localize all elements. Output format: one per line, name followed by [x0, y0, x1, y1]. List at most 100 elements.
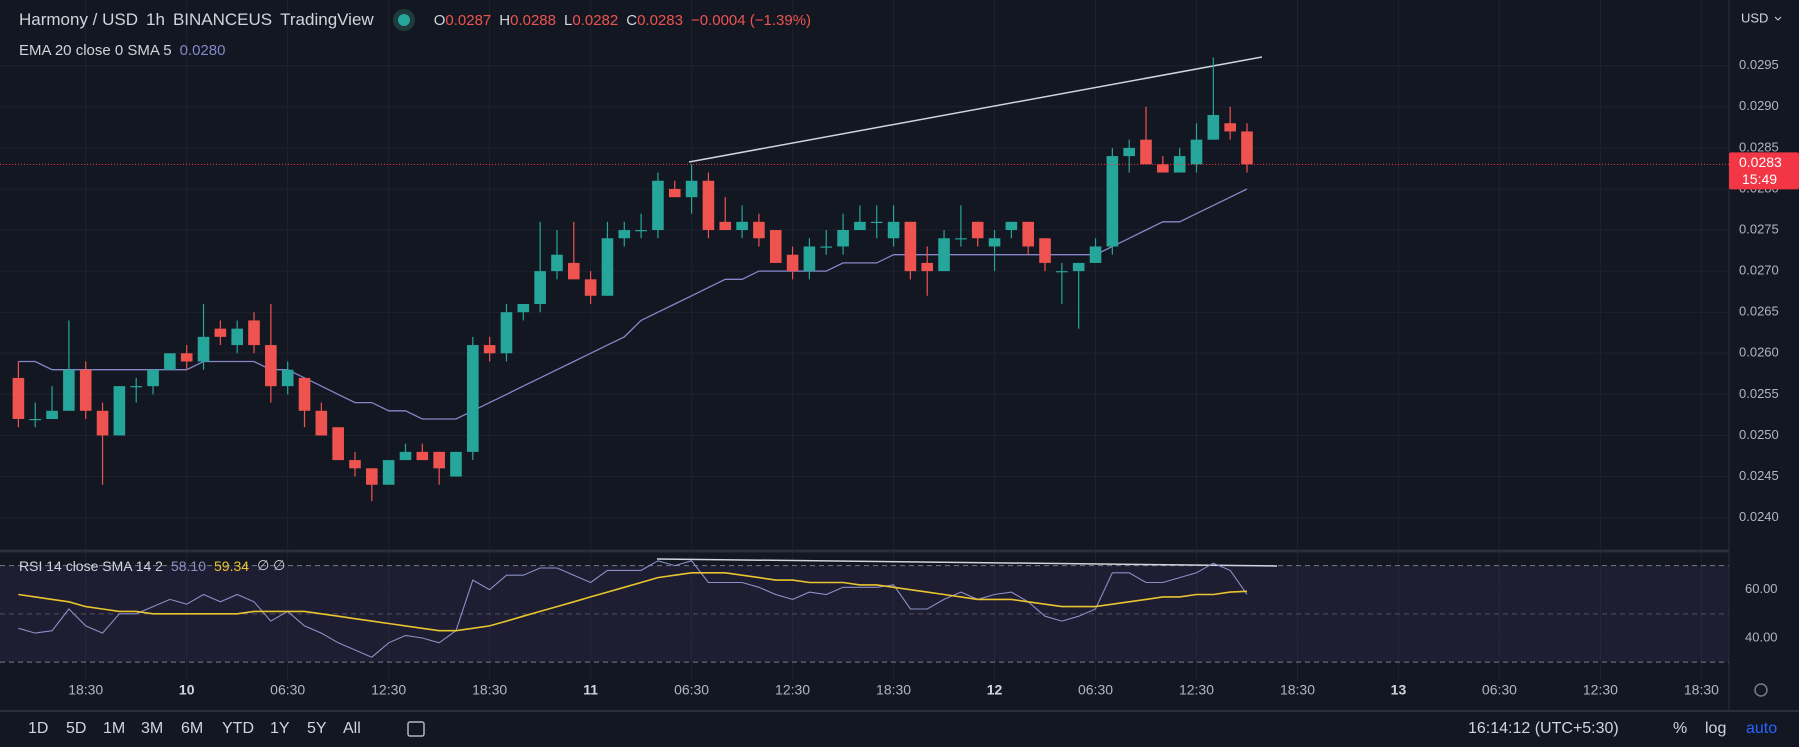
candle-body	[652, 180, 664, 231]
ohlc-item: L0.0282	[564, 12, 618, 29]
candle-body	[147, 369, 159, 387]
candle-body	[500, 312, 513, 354]
rsi-legend: RSI 14 close SMA 14 2 58.10 59.34 ∅ ∅	[19, 557, 285, 574]
ohlc-item: O0.0287	[434, 12, 492, 29]
range-button[interactable]: 1Y	[270, 720, 290, 737]
candle-body	[702, 180, 715, 231]
y-tick-label: 0.0285	[1739, 139, 1779, 154]
x-tick-label: 12:30	[775, 682, 810, 698]
range-button[interactable]: 5Y	[307, 720, 327, 737]
candle-body	[467, 345, 479, 452]
x-tick-label: 06:30	[1482, 682, 1517, 698]
ohlc-value: 0.0282	[572, 11, 619, 29]
candle-body	[601, 238, 614, 296]
candle-body	[769, 230, 782, 263]
ohlc-key: O	[433, 11, 446, 29]
candle-body	[1106, 156, 1119, 247]
rsi-value: 58.10	[170, 557, 207, 574]
candle-body	[753, 221, 765, 239]
candle-body	[29, 419, 42, 421]
candle-body	[736, 221, 748, 231]
candle-body	[719, 221, 732, 231]
x-tick-label: 18:30	[1684, 682, 1719, 698]
range-button[interactable]: 1D	[28, 720, 49, 737]
candle-body	[1140, 139, 1152, 165]
ohlc-key: H	[499, 11, 511, 29]
chevron	[1774, 16, 1782, 21]
candle-body	[1224, 123, 1236, 132]
axis-option[interactable]: log	[1705, 720, 1727, 737]
range-button[interactable]: 1M	[103, 720, 126, 737]
candle-body	[635, 230, 647, 232]
ohlc-item: C0.0283	[626, 12, 683, 29]
x-tick-label: 10	[179, 682, 195, 698]
y-tick-label: 0.0270	[1739, 263, 1779, 278]
range-button[interactable]: 3M	[141, 720, 164, 737]
ohlc-legend: O0.0287 H0.0288 L0.0282 C0.0283	[434, 12, 683, 29]
status-dot	[397, 14, 410, 26]
candle-body	[955, 238, 967, 240]
ema-value: 0.0280	[179, 42, 226, 59]
x-tick-label: 13	[1391, 682, 1407, 698]
x-tick-label: 06:30	[1078, 682, 1113, 698]
symbol-legend: Harmony / USD 1h BINANCEUS TradingView O…	[19, 10, 811, 30]
candle-body	[854, 221, 866, 231]
candle-body	[63, 369, 75, 411]
axis-option[interactable]: %	[1673, 720, 1688, 737]
candle-body	[450, 451, 462, 477]
candle-body	[1022, 221, 1034, 247]
candle-body	[281, 369, 294, 387]
price-tag	[1729, 152, 1799, 190]
y-tick-label: 0.0275	[1739, 221, 1779, 236]
candle-body	[1207, 115, 1220, 140]
calendar-icon[interactable]	[407, 721, 425, 737]
range-button[interactable]: 6M	[181, 720, 204, 737]
currency: USD	[1741, 10, 1768, 25]
candle-body	[567, 262, 580, 280]
candle-body	[1123, 147, 1135, 157]
candle-body	[399, 451, 412, 461]
candle-body	[938, 238, 950, 272]
candle-body	[584, 279, 597, 296]
candle-body	[1056, 271, 1068, 273]
axis-option[interactable]: auto	[1746, 720, 1778, 737]
candle-body	[685, 180, 698, 198]
x-tick-label: 12:30	[371, 682, 406, 698]
y-tick-label: 0.0250	[1739, 427, 1779, 442]
interval: 1h	[146, 10, 165, 29]
x-tick-label: 11	[583, 682, 598, 698]
candle-body	[618, 230, 631, 239]
candle-body	[551, 254, 563, 272]
rsi-sma-value: 59.34	[214, 557, 250, 574]
candle-body	[1157, 164, 1169, 173]
ohlc-key: C	[626, 11, 638, 29]
range-button[interactable]: 5D	[66, 720, 87, 737]
x-tick-label: 12:30	[1179, 682, 1214, 698]
x-tick-label: 06:30	[270, 682, 305, 698]
range-button[interactable]: All	[343, 720, 361, 737]
y-tick-label: 60.00	[1745, 581, 1778, 596]
settings-icon[interactable]	[1754, 683, 1768, 697]
ohlc-value: 0.0287	[445, 11, 492, 29]
y-tick-label: 0.0255	[1739, 386, 1779, 401]
rsi-trend-line	[656, 558, 1278, 567]
candle-body	[786, 254, 799, 272]
candle-body	[988, 238, 1001, 247]
ohlc-key: L	[564, 11, 573, 29]
candle-body	[315, 410, 328, 436]
range-button[interactable]: YTD	[222, 720, 254, 737]
candle-body	[483, 345, 496, 354]
candle-body	[214, 328, 227, 337]
price-tag-label: 0.0283	[1739, 154, 1782, 170]
rsi-line	[18, 572, 1248, 632]
clock: 16:14:12 (UTC+5:30)	[1468, 720, 1619, 737]
y-tick-label: 0.0240	[1739, 509, 1779, 524]
candle-body	[96, 410, 109, 436]
x-tick-label: 12	[987, 682, 1003, 698]
candle-body	[433, 451, 445, 469]
candle-body	[517, 303, 530, 313]
x-tick-label: 06:30	[674, 682, 709, 698]
candle-body	[382, 460, 395, 485]
